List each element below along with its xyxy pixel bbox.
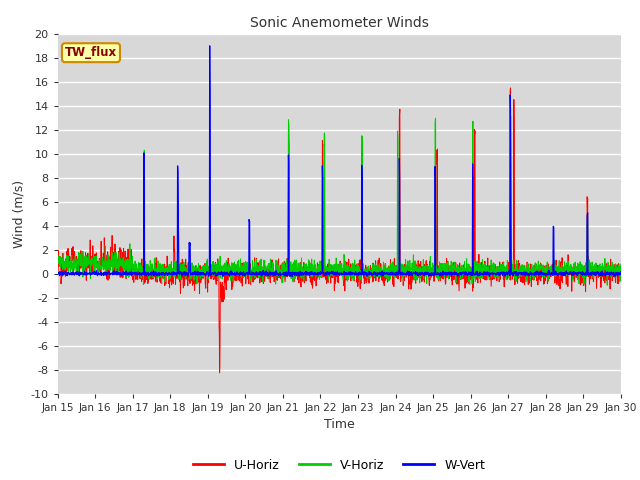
X-axis label: Time: Time xyxy=(324,418,355,431)
V-Horiz xyxy=(368,267,376,273)
W-Vert xyxy=(568,270,575,276)
W-Vert xyxy=(583,272,591,277)
W-Vert xyxy=(610,274,618,279)
U-Horiz xyxy=(211,265,218,271)
U-Horiz xyxy=(216,370,223,376)
W-Vert xyxy=(211,269,219,275)
Line: V-Horiz: V-Horiz xyxy=(58,117,621,285)
Line: U-Horiz: U-Horiz xyxy=(58,88,621,373)
U-Horiz xyxy=(617,267,625,273)
Y-axis label: Wind (m/s): Wind (m/s) xyxy=(12,180,25,248)
V-Horiz xyxy=(211,272,218,278)
V-Horiz xyxy=(507,114,515,120)
W-Vert xyxy=(503,272,511,277)
W-Vert xyxy=(617,271,625,276)
V-Horiz xyxy=(356,265,364,271)
U-Horiz xyxy=(568,267,575,273)
U-Horiz xyxy=(507,85,515,91)
Text: TW_flux: TW_flux xyxy=(65,46,117,59)
W-Vert xyxy=(356,270,364,276)
V-Horiz xyxy=(617,261,625,267)
U-Horiz xyxy=(54,255,61,261)
U-Horiz xyxy=(503,267,511,273)
V-Horiz xyxy=(604,282,611,288)
V-Horiz xyxy=(568,263,575,268)
V-Horiz xyxy=(54,258,61,264)
W-Vert xyxy=(54,271,61,277)
Title: Sonic Anemometer Winds: Sonic Anemometer Winds xyxy=(250,16,429,30)
U-Horiz xyxy=(356,265,364,271)
U-Horiz xyxy=(368,270,376,276)
Line: W-Vert: W-Vert xyxy=(58,46,621,276)
W-Vert xyxy=(368,272,376,278)
V-Horiz xyxy=(583,267,591,273)
Legend: U-Horiz, V-Horiz, W-Vert: U-Horiz, V-Horiz, W-Vert xyxy=(188,454,490,477)
V-Horiz xyxy=(503,263,511,268)
U-Horiz xyxy=(583,194,591,200)
W-Vert xyxy=(206,43,214,49)
